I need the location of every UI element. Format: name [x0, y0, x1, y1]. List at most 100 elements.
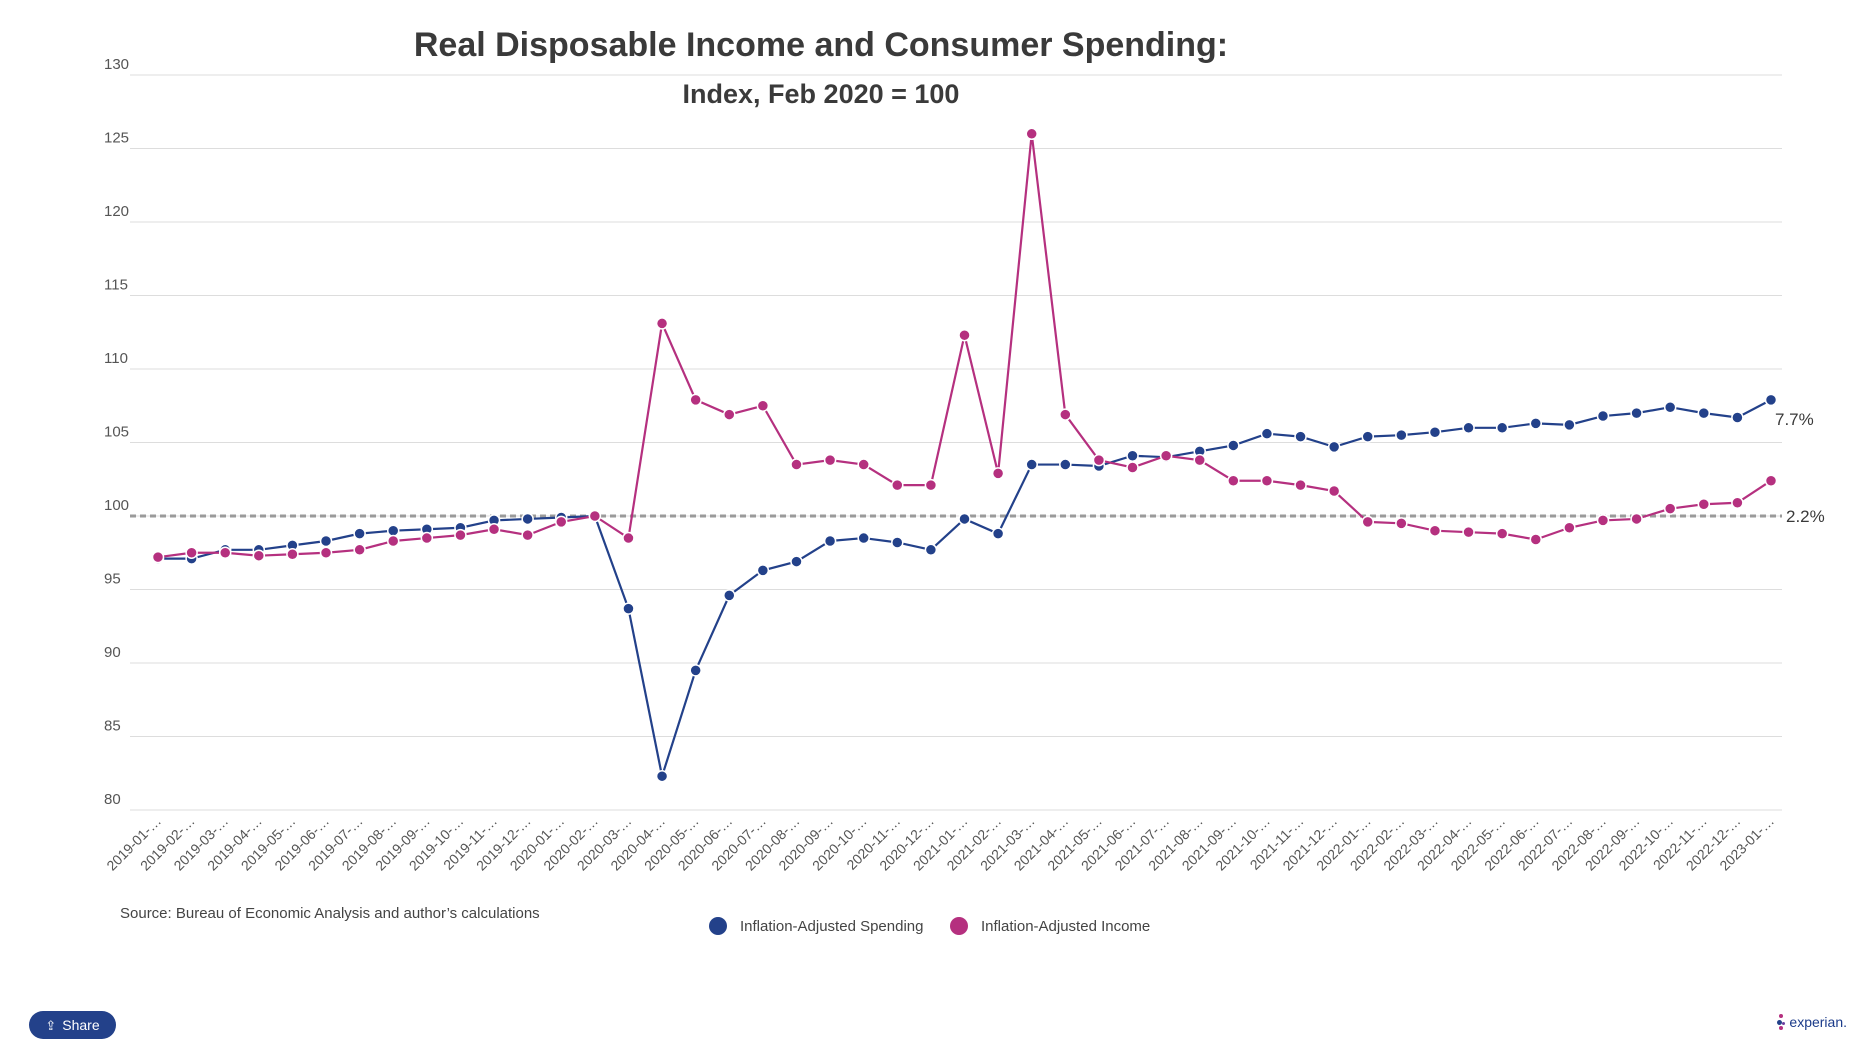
series-line-1 — [157, 133, 1772, 559]
data-point-1-21 — [857, 458, 870, 471]
data-point-1-18 — [756, 399, 770, 412]
data-point-1-35 — [1327, 484, 1341, 498]
data-point-0-37 — [1395, 428, 1408, 442]
data-point-1-25 — [991, 467, 1005, 480]
data-point-0-29 — [1126, 449, 1139, 462]
data-point-0-11 — [521, 512, 534, 526]
data-point-0-24 — [958, 512, 971, 526]
data-point-1-3 — [252, 549, 266, 562]
data-point-0-15 — [655, 769, 669, 783]
data-point-0-42 — [1563, 418, 1576, 432]
series-layer — [151, 127, 1778, 783]
legend-label-income: Inflation-Adjusted Income — [981, 918, 1150, 935]
data-point-0-16 — [689, 664, 702, 677]
data-point-0-19 — [790, 555, 803, 568]
data-point-1-5 — [319, 546, 333, 559]
chart-subtitle: Index, Feb 2020 = 100 — [683, 79, 960, 109]
experian-dots-icon — [1777, 1014, 1787, 1030]
brand-name: experian. — [1789, 1014, 1847, 1030]
data-point-0-33 — [1260, 427, 1274, 440]
data-point-1-15 — [655, 317, 669, 330]
data-point-1-24 — [958, 328, 971, 342]
data-point-1-28 — [1092, 453, 1106, 467]
data-point-0-20 — [823, 534, 837, 548]
data-point-1-37 — [1395, 517, 1408, 530]
legend-marker-income — [950, 917, 968, 935]
y-tick-label-110: 110 — [104, 350, 128, 367]
data-point-0-40 — [1495, 421, 1509, 435]
y-tick-label-105: 105 — [104, 424, 129, 441]
data-point-0-25 — [991, 527, 1005, 540]
data-point-0-22 — [891, 536, 904, 549]
data-point-1-40 — [1495, 527, 1509, 540]
data-point-1-32 — [1227, 474, 1240, 487]
legend: Inflation-Adjusted Spending Inflation-Ad… — [709, 917, 1150, 935]
share-button[interactable]: ⇪ Share — [29, 1011, 116, 1039]
y-tick-label-80: 80 — [104, 791, 121, 808]
data-point-1-38 — [1428, 524, 1442, 537]
data-point-0-47 — [1731, 411, 1744, 424]
data-point-0-14 — [622, 602, 635, 615]
data-point-0-27 — [1059, 458, 1072, 471]
data-point-1-43 — [1596, 514, 1610, 527]
data-point-0-18 — [756, 564, 770, 577]
data-point-1-11 — [521, 528, 534, 542]
x-axis-ticks: 2019-01-…2019-02-…2019-03-…2019-04-…2019… — [103, 813, 1777, 874]
series-0 — [151, 393, 1778, 783]
data-point-1-19 — [790, 458, 803, 471]
data-point-1-45 — [1663, 502, 1677, 515]
data-point-0-23 — [924, 543, 938, 557]
data-point-1-46 — [1697, 497, 1711, 511]
data-point-0-6 — [353, 527, 366, 540]
data-point-1-30 — [1159, 449, 1173, 462]
data-point-0-45 — [1663, 400, 1677, 414]
data-point-1-0 — [151, 550, 165, 564]
data-point-1-12 — [555, 515, 568, 529]
data-point-1-9 — [454, 528, 467, 542]
data-point-1-16 — [689, 393, 702, 407]
data-point-1-17 — [723, 408, 736, 421]
data-point-1-47 — [1731, 496, 1744, 510]
y-tick-label-95: 95 — [104, 571, 121, 588]
end-label-1: 2.2% — [1786, 507, 1825, 526]
data-point-0-26 — [1025, 458, 1038, 471]
data-point-1-1 — [185, 546, 198, 559]
data-point-1-2 — [218, 546, 232, 559]
data-point-1-22 — [891, 478, 904, 492]
data-point-1-8 — [420, 531, 434, 545]
data-point-1-33 — [1260, 474, 1274, 487]
end-labels: 7.7% 2.2% — [1775, 410, 1825, 526]
data-point-1-48 — [1764, 474, 1778, 487]
y-tick-label-120: 120 — [104, 203, 129, 220]
data-point-0-41 — [1529, 417, 1543, 430]
end-label-0: 7.7% — [1775, 410, 1814, 429]
data-point-0-38 — [1428, 425, 1442, 439]
data-point-1-42 — [1563, 521, 1576, 535]
data-point-0-35 — [1327, 440, 1341, 454]
legend-marker-spending — [709, 917, 727, 935]
data-point-1-31 — [1193, 453, 1206, 467]
y-tick-label-115: 115 — [104, 277, 128, 294]
share-icon: ⇪ — [45, 1017, 57, 1033]
gridlines — [130, 74, 1782, 811]
experian-logo: experian. — [1777, 1014, 1847, 1030]
data-point-1-13 — [588, 509, 602, 523]
data-point-0-43 — [1596, 409, 1610, 423]
source-note: Source: Bureau of Economic Analysis and … — [120, 905, 540, 922]
data-point-0-32 — [1227, 439, 1240, 452]
data-point-1-4 — [286, 547, 299, 561]
data-point-1-27 — [1059, 408, 1072, 421]
data-point-1-6 — [353, 543, 366, 557]
data-point-0-7 — [386, 524, 400, 537]
y-tick-label-100: 100 — [104, 497, 129, 514]
y-tick-label-125: 125 — [104, 130, 129, 147]
data-point-1-10 — [487, 522, 501, 536]
data-point-0-17 — [723, 589, 736, 602]
data-point-1-14 — [622, 531, 635, 545]
data-point-0-34 — [1294, 430, 1307, 443]
data-point-1-44 — [1630, 512, 1643, 526]
data-point-0-5 — [319, 534, 333, 548]
legend-label-spending: Inflation-Adjusted Spending — [740, 918, 923, 935]
data-point-1-41 — [1529, 533, 1543, 546]
data-point-1-26 — [1025, 127, 1038, 141]
